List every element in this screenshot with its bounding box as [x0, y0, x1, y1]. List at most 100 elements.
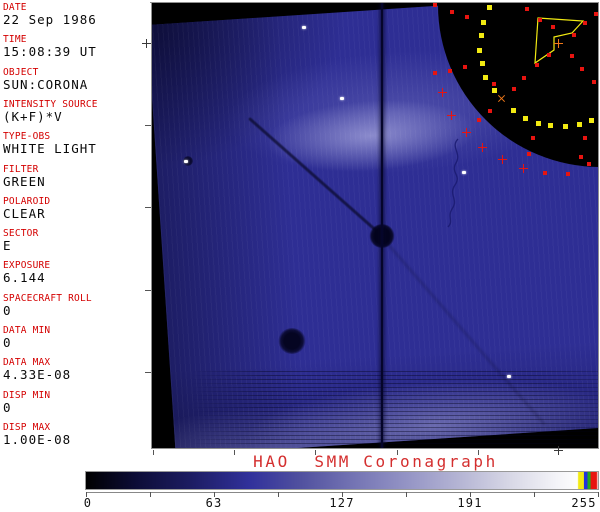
metadata-field: INTENSITY SOURCE (K+F)*V — [3, 99, 98, 124]
metadata-field: SECTOR E — [3, 228, 39, 253]
metadata-field: FILTER GREEN — [3, 164, 46, 189]
star-speck — [507, 375, 511, 378]
yellow-dot-marker — [487, 5, 492, 10]
metadata-field: POLAROID CLEAR — [3, 196, 50, 221]
red-cross-marker — [447, 111, 456, 120]
red-dot-marker — [587, 162, 591, 166]
image-frame-left — [151, 2, 152, 449]
left-axis-tick — [145, 372, 151, 373]
field-value: (K+F)*V — [3, 108, 63, 124]
colorbar-tick — [86, 492, 87, 497]
colorbar-tick-label: 255 — [571, 496, 597, 510]
red-dot-marker — [477, 118, 481, 122]
field-label: POLAROID — [3, 195, 51, 207]
field-label: SPACECRAFT ROLL — [3, 292, 92, 304]
yellow-dot-marker — [577, 122, 582, 127]
image-title: HAO SMM Coronagraph — [253, 452, 498, 471]
red-dot-marker — [551, 25, 555, 29]
coronagraph-image-canvas — [152, 3, 598, 448]
colorbar-tick — [342, 492, 343, 497]
red-dot-marker — [592, 80, 596, 84]
left-axis-tick — [145, 290, 151, 291]
star-speck — [184, 160, 188, 163]
metadata-field: EXPOSURE 6.144 — [3, 260, 50, 285]
field-value: E — [3, 238, 12, 254]
red-cross-marker — [462, 128, 471, 137]
field-value: 15:08:39 UT — [3, 44, 97, 60]
field-value: 0 — [3, 335, 12, 350]
yellow-dot-marker — [479, 33, 484, 38]
field-value: 4.33E-08 — [3, 367, 72, 383]
star-speck — [462, 171, 466, 174]
image-frame-top — [150, 2, 599, 3]
red-cross-marker — [519, 164, 528, 173]
metadata-field: DATE 22 Sep 1986 — [3, 2, 97, 27]
orange-cross-marker — [554, 39, 563, 48]
dust-blob — [278, 328, 306, 354]
red-dot-marker — [579, 155, 583, 159]
red-dot-marker — [433, 71, 437, 75]
bottom-axis-tick — [234, 450, 235, 455]
yellow-dot-marker — [548, 123, 553, 128]
red-dot-marker — [543, 171, 547, 175]
colorbar-tick-label: 191 — [457, 496, 483, 510]
field-value: 6.144 — [3, 270, 46, 286]
field-label: TIME — [3, 34, 27, 46]
red-dot-marker — [580, 67, 584, 71]
yellow-dot-marker — [483, 75, 488, 80]
bottom-axis-tick — [478, 450, 479, 455]
red-dot-marker — [547, 53, 551, 57]
red-dot-marker — [450, 10, 454, 14]
yellow-dot-marker — [589, 118, 594, 123]
image-frame-bottom — [151, 448, 599, 449]
bottom-axis-tick — [397, 450, 398, 455]
field-value: 1.00E-08 — [3, 431, 72, 447]
red-dot-marker — [538, 18, 542, 22]
metadata-field: SPACECRAFT ROLL 0 — [3, 293, 92, 318]
left-axis-tick — [145, 125, 151, 126]
red-dot-marker — [463, 65, 467, 69]
yellow-dot-marker — [481, 20, 486, 25]
yellow-dot-marker — [480, 61, 485, 66]
bottom-axis-tick — [315, 450, 316, 455]
red-dot-marker — [583, 136, 587, 140]
field-label: DATE — [3, 2, 27, 13]
metadata-field: TIME 15:08:39 UT — [3, 34, 97, 59]
metadata-field: TYPE-OBS WHITE LIGHT — [3, 131, 97, 156]
colorbar-tick — [470, 492, 471, 497]
red-dot-marker — [465, 15, 469, 19]
image-frame-right — [598, 2, 599, 449]
colorbar-tick — [598, 492, 599, 497]
colorbar-tick — [150, 492, 151, 497]
colorbar-tick — [214, 492, 215, 497]
star-speck — [302, 26, 306, 29]
red-dot-marker — [531, 136, 535, 140]
field-value: 0 — [3, 399, 12, 415]
field-value: GREEN — [3, 173, 46, 189]
field-label: DATA MAX — [3, 357, 51, 369]
yellow-dot-marker — [523, 116, 528, 121]
field-label: DISP MIN — [3, 389, 51, 401]
colorbar-tick-label: 0 — [83, 496, 93, 510]
bottom-axis-tick — [153, 450, 154, 455]
yellow-dot-marker — [563, 124, 568, 129]
red-cross-marker — [438, 88, 447, 97]
red-dot-marker — [448, 69, 452, 73]
red-dot-marker — [433, 3, 437, 7]
red-dot-marker — [525, 7, 529, 11]
colorbar-tick — [534, 492, 535, 497]
yellow-dot-marker — [511, 108, 516, 113]
field-value: WHITE LIGHT — [3, 141, 97, 157]
occulter-pylon — [380, 3, 384, 448]
field-label: SECTOR — [3, 228, 39, 240]
left-axis-tick — [145, 207, 151, 208]
red-dot-marker — [522, 76, 526, 80]
red-cross-marker — [478, 143, 487, 152]
colorbar-gradient — [85, 471, 599, 490]
field-value: 22 Sep 1986 — [3, 12, 97, 27]
field-value: CLEAR — [3, 205, 46, 221]
red-dot-marker — [492, 82, 496, 86]
red-dot-marker — [488, 109, 492, 113]
colorbar-tick-label: 63 — [205, 496, 223, 510]
